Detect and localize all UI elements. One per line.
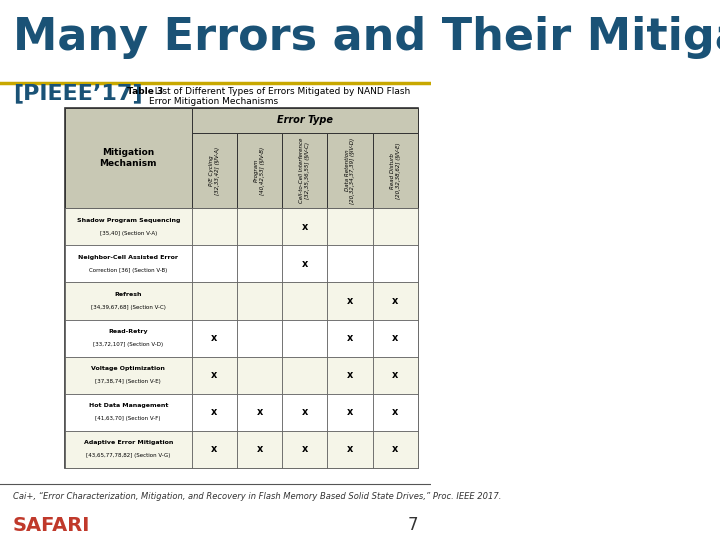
- Bar: [328, 208, 373, 246]
- Bar: [65, 320, 192, 356]
- Text: [PIEEE’17]: [PIEEE’17]: [13, 83, 143, 103]
- Text: x: x: [347, 444, 353, 454]
- Bar: [373, 320, 418, 356]
- Text: x: x: [211, 444, 217, 454]
- Bar: [373, 356, 418, 394]
- Bar: [192, 133, 237, 208]
- Bar: [282, 431, 328, 468]
- Text: Cai+, “Error Characterization, Mitigation, and Recovery in Flash Memory Based So: Cai+, “Error Characterization, Mitigatio…: [13, 492, 501, 501]
- Text: x: x: [256, 407, 263, 417]
- Text: Neighbor-Cell Assisted Error: Neighbor-Cell Assisted Error: [78, 255, 178, 260]
- Bar: [328, 394, 373, 431]
- Bar: [328, 356, 373, 394]
- Text: Correction [36] (Section V-B): Correction [36] (Section V-B): [89, 268, 167, 273]
- Bar: [373, 282, 418, 320]
- Text: Error Type: Error Type: [276, 115, 333, 125]
- Bar: [192, 431, 237, 468]
- Bar: [373, 431, 418, 468]
- Text: Cell-to-Cell Interference
[32,35,36,55] (§IV-C): Cell-to-Cell Interference [32,35,36,55] …: [300, 138, 310, 203]
- Text: Adaptive Error Mitigation: Adaptive Error Mitigation: [84, 440, 173, 445]
- Bar: [65, 394, 192, 431]
- Text: x: x: [302, 444, 308, 454]
- Bar: [192, 356, 237, 394]
- Text: [41,63,70] (Section V-F): [41,63,70] (Section V-F): [96, 416, 161, 421]
- Bar: [373, 246, 418, 282]
- Bar: [282, 246, 328, 282]
- Bar: [237, 320, 282, 356]
- Bar: [282, 208, 328, 246]
- Text: x: x: [347, 333, 353, 343]
- Bar: [192, 282, 237, 320]
- Text: x: x: [211, 333, 217, 343]
- Text: Read-Retry: Read-Retry: [109, 329, 148, 334]
- Text: Data Retention
[20,32,34,37,39] (§IV-D): Data Retention [20,32,34,37,39] (§IV-D): [345, 138, 356, 204]
- Text: x: x: [211, 407, 217, 417]
- Bar: [65, 431, 192, 468]
- Text: x: x: [392, 407, 398, 417]
- Text: x: x: [302, 222, 308, 232]
- Bar: [237, 282, 282, 320]
- Bar: [328, 133, 373, 208]
- Bar: [192, 394, 237, 431]
- Text: x: x: [302, 407, 308, 417]
- Bar: [282, 394, 328, 431]
- Bar: [237, 394, 282, 431]
- Bar: [192, 208, 237, 246]
- Bar: [65, 208, 192, 246]
- Bar: [373, 394, 418, 431]
- Text: x: x: [211, 370, 217, 380]
- Text: Read Disturb
[20,32,38,62] (§IV-E): Read Disturb [20,32,38,62] (§IV-E): [390, 142, 400, 199]
- Bar: [192, 107, 418, 133]
- Bar: [192, 246, 237, 282]
- Text: x: x: [347, 296, 353, 306]
- Bar: [282, 133, 328, 208]
- Text: Mitigation
Mechanism: Mitigation Mechanism: [99, 148, 157, 167]
- Text: [34,39,67,68] (Section V-C): [34,39,67,68] (Section V-C): [91, 305, 166, 310]
- Text: x: x: [392, 333, 398, 343]
- Text: [33,72,107] (Section V-D): [33,72,107] (Section V-D): [93, 342, 163, 347]
- Bar: [373, 133, 418, 208]
- Text: 7: 7: [408, 516, 418, 534]
- Bar: [328, 320, 373, 356]
- Text: x: x: [392, 444, 398, 454]
- Text: P/E Cycling
[32,33,42] (§IV-A): P/E Cycling [32,33,42] (§IV-A): [209, 146, 220, 194]
- Bar: [282, 282, 328, 320]
- Bar: [328, 431, 373, 468]
- Bar: [65, 282, 192, 320]
- Bar: [192, 320, 237, 356]
- Text: x: x: [392, 370, 398, 380]
- Text: x: x: [347, 370, 353, 380]
- Bar: [65, 246, 192, 282]
- Bar: [65, 107, 418, 468]
- Bar: [282, 356, 328, 394]
- Text: Program
[40,42,53] (§IV-B): Program [40,42,53] (§IV-B): [254, 146, 265, 194]
- Bar: [237, 133, 282, 208]
- Bar: [237, 246, 282, 282]
- Text: Refresh: Refresh: [114, 292, 142, 297]
- Bar: [237, 431, 282, 468]
- Bar: [65, 356, 192, 394]
- Text: Table 3: Table 3: [127, 87, 163, 96]
- Text: x: x: [256, 444, 263, 454]
- Text: [35,40] (Section V-A): [35,40] (Section V-A): [99, 231, 157, 236]
- Text: List of Different Types of Errors Mitigated by NAND Flash
Error Mitigation Mecha: List of Different Types of Errors Mitiga…: [148, 87, 410, 106]
- Text: x: x: [347, 407, 353, 417]
- Text: Voltage Optimization: Voltage Optimization: [91, 366, 165, 371]
- Bar: [237, 208, 282, 246]
- Bar: [237, 356, 282, 394]
- Bar: [328, 282, 373, 320]
- Text: SAFARI: SAFARI: [13, 516, 90, 535]
- Bar: [65, 107, 192, 208]
- Text: x: x: [302, 259, 308, 269]
- Text: x: x: [392, 296, 398, 306]
- Bar: [373, 208, 418, 246]
- Text: [43,65,77,78,82] (Section V-G): [43,65,77,78,82] (Section V-G): [86, 453, 171, 458]
- Bar: [328, 246, 373, 282]
- Text: Hot Data Management: Hot Data Management: [89, 403, 168, 408]
- Text: Shadow Program Sequencing: Shadow Program Sequencing: [76, 218, 180, 223]
- Text: Many Errors and Their Mitigation: Many Errors and Their Mitigation: [13, 16, 720, 59]
- Text: [37,38,74] (Section V-E): [37,38,74] (Section V-E): [95, 379, 161, 384]
- Bar: [282, 320, 328, 356]
